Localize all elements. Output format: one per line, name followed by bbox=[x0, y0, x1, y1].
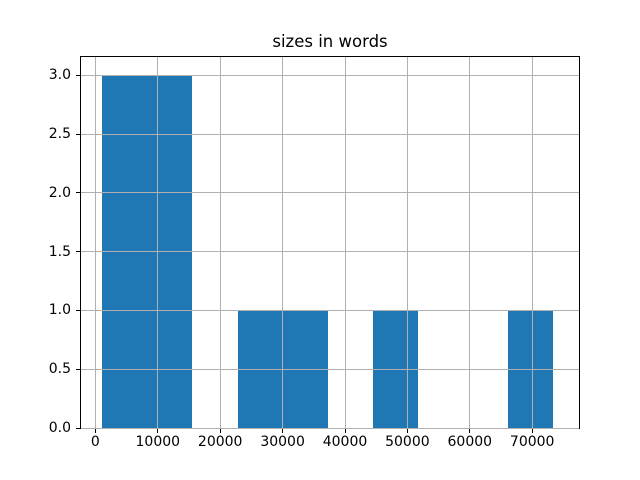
gridline-horizontal bbox=[81, 133, 579, 135]
x-tick-mark bbox=[344, 429, 346, 433]
y-tick-label: 3.0 bbox=[48, 67, 71, 84]
x-tick-label: 10000 bbox=[135, 434, 181, 450]
x-tick-mark bbox=[94, 429, 96, 433]
gridline-horizontal bbox=[81, 368, 579, 370]
x-tick-label: 70000 bbox=[509, 434, 555, 450]
chart-title: sizes in words bbox=[272, 32, 388, 51]
x-tick-mark bbox=[157, 429, 159, 433]
gridline-vertical bbox=[157, 57, 159, 428]
x-tick-label: 20000 bbox=[197, 434, 243, 450]
x-tick-mark bbox=[531, 429, 533, 433]
y-tick-mark bbox=[76, 133, 80, 135]
x-tick-mark bbox=[219, 429, 221, 433]
y-tick-label: 2.0 bbox=[48, 184, 71, 201]
y-tick-label: 1.0 bbox=[48, 302, 71, 319]
gridline-horizontal bbox=[81, 192, 579, 194]
y-tick-mark bbox=[76, 74, 80, 76]
x-tick-mark bbox=[282, 429, 284, 433]
x-tick-label: 30000 bbox=[260, 434, 305, 450]
y-tick-label: 2.5 bbox=[48, 126, 71, 143]
gridline-horizontal bbox=[81, 427, 579, 429]
gridline-vertical bbox=[406, 57, 408, 428]
y-tick-label: 1.5 bbox=[48, 243, 71, 260]
y-tick-mark bbox=[76, 251, 80, 253]
gridline-vertical bbox=[469, 57, 471, 428]
gridline-vertical bbox=[219, 57, 221, 428]
x-tick-label: 0 bbox=[90, 434, 100, 450]
x-tick-label: 50000 bbox=[385, 434, 430, 450]
gridline-horizontal bbox=[81, 309, 579, 311]
x-tick-label: 40000 bbox=[322, 434, 368, 450]
y-tick-mark bbox=[76, 192, 80, 194]
gridline-vertical bbox=[282, 57, 284, 428]
y-tick-mark bbox=[76, 309, 80, 311]
x-tick-mark bbox=[406, 429, 408, 433]
plot-area bbox=[80, 56, 580, 429]
y-tick-mark bbox=[76, 368, 80, 370]
x-tick-mark bbox=[469, 429, 471, 433]
grid-layer bbox=[81, 57, 579, 429]
gridline-vertical bbox=[344, 57, 346, 428]
gridline-vertical bbox=[531, 57, 533, 428]
y-tick-mark bbox=[76, 427, 80, 429]
gridline-horizontal bbox=[81, 74, 579, 76]
gridline-horizontal bbox=[81, 251, 579, 253]
y-tick-label: 0.5 bbox=[48, 361, 71, 378]
gridline-vertical bbox=[94, 57, 96, 428]
y-tick-label: 0.0 bbox=[48, 420, 71, 436]
x-tick-label: 60000 bbox=[447, 434, 493, 450]
